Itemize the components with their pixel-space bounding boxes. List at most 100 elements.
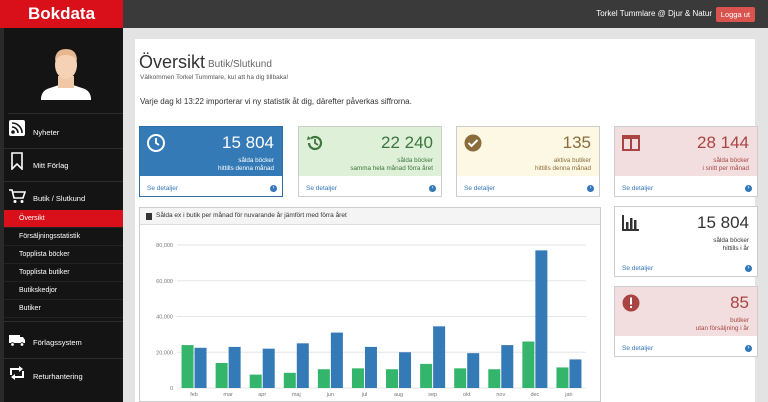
page-subtitle: Butik/Slutkund xyxy=(208,59,272,70)
x-tick-label: jun xyxy=(326,392,334,398)
arrow-right-icon[interactable]: › xyxy=(745,265,752,272)
bar-series-1 xyxy=(556,367,569,388)
card-caption: hittills denna månad xyxy=(217,165,274,172)
bar-series-1 xyxy=(249,374,262,388)
card-value: 135 xyxy=(562,133,591,152)
bar-series-1 xyxy=(317,369,330,388)
arrow-right-icon[interactable]: › xyxy=(587,185,594,192)
subnav-item-topplista-butiker[interactable]: Topplista butiker xyxy=(4,264,123,282)
bar-series-2 xyxy=(194,347,207,388)
arrow-right-icon[interactable]: › xyxy=(745,185,752,192)
sidebar-divider xyxy=(4,358,123,359)
sidebar-divider xyxy=(4,321,123,322)
bar-series-1 xyxy=(386,369,399,388)
user-name: Torkel Tummlare @ Djur & Natur xyxy=(596,9,712,18)
subnav-item-topplista-bocker[interactable]: Topplista böcker xyxy=(4,246,123,264)
x-tick-label: apr xyxy=(258,392,266,398)
exclamation-circle-icon xyxy=(621,293,641,313)
card-value: 28 144 xyxy=(697,133,749,152)
arrow-right-icon[interactable]: › xyxy=(270,185,277,192)
card-caption: sålda böcker xyxy=(713,237,749,244)
card-caption: utan försäljning i år xyxy=(695,325,749,332)
cart-icon xyxy=(8,187,27,205)
x-tick-label: nov xyxy=(496,392,505,398)
bar-series-2 xyxy=(262,348,275,388)
sidebar-divider xyxy=(8,113,127,114)
check-circle-icon xyxy=(463,133,483,153)
history-icon xyxy=(305,133,325,153)
retweet-icon xyxy=(8,364,26,382)
sidebar-item-returhantering[interactable]: Returhantering xyxy=(4,360,123,392)
card-caption: sålda böcker xyxy=(238,157,274,164)
sidebar-item-forlagssystem[interactable]: Förlagssystem xyxy=(4,325,123,357)
subnav-item-butiker[interactable]: Butiker xyxy=(4,300,123,318)
bookmark-icon xyxy=(8,152,26,171)
sidebar-item-nyheter[interactable]: Nyheter xyxy=(4,114,123,148)
stat-card-average-per-month[interactable]: 28 144 sålda böcker i snitt per månad Se… xyxy=(614,126,758,197)
stat-card-sold-this-month[interactable]: 15 804 sålda böcker hittills denna månad… xyxy=(139,126,283,197)
sidebar-divider xyxy=(4,181,123,182)
bar-series-1 xyxy=(215,362,228,388)
bar-series-1 xyxy=(181,345,194,388)
x-tick-label: sep xyxy=(428,392,437,398)
bar-series-1 xyxy=(488,369,501,388)
truck-icon xyxy=(8,331,26,349)
see-details-link[interactable]: Se detaljer xyxy=(622,185,654,192)
x-tick-label: dec xyxy=(530,392,539,398)
brand-logo[interactable]: Bokdata xyxy=(0,0,123,28)
avatar xyxy=(4,28,123,113)
sidebar-item-label: Mitt Förlag xyxy=(33,161,69,170)
bar-series-1 xyxy=(420,363,433,388)
page-title: Översikt xyxy=(139,52,206,72)
bar-series-1 xyxy=(351,368,364,388)
bar-series-1 xyxy=(522,341,535,388)
x-tick-label: mar xyxy=(223,392,233,398)
card-caption: sålda böcker xyxy=(397,157,433,164)
import-note: Varje dag kl 13:22 importerar vi ny stat… xyxy=(140,97,412,106)
subnav-item-butikskedjor[interactable]: Butikskedjor xyxy=(4,282,123,300)
card-header: 28 144 sålda böcker i snitt per månad xyxy=(615,127,757,176)
bar-series-2 xyxy=(296,343,309,388)
x-tick-label: aug xyxy=(394,392,403,398)
sidebar-divider xyxy=(4,148,123,149)
bar-series-2 xyxy=(330,332,343,388)
arrow-right-icon[interactable]: › xyxy=(745,345,752,352)
see-details-link[interactable]: Se detaljer xyxy=(464,185,496,192)
stat-card-stores-without-sales[interactable]: 85 butiker utan försäljning i år Se deta… xyxy=(614,286,758,357)
bar-series-2 xyxy=(399,352,412,388)
card-value: 15 804 xyxy=(697,213,749,232)
subnav-item-oversikt[interactable]: Översikt xyxy=(4,210,123,228)
sales-chart-panel: Sålda ex i butik per månad för nuvarande… xyxy=(139,207,601,402)
card-caption: sålda böcker xyxy=(713,157,749,164)
sidebar-item-mitt-forlag[interactable]: Mitt Förlag xyxy=(4,148,123,180)
see-details-link[interactable]: Se detaljer xyxy=(622,345,654,352)
clock-icon xyxy=(146,133,166,153)
rss-icon xyxy=(8,119,26,137)
see-details-link[interactable]: Se detaljer xyxy=(147,185,179,192)
stat-card-active-stores[interactable]: 135 aktiva butiker hittills denna månad … xyxy=(456,126,600,197)
chart-title: Sålda ex i butik per månad för nuvarande… xyxy=(156,212,347,219)
see-details-link[interactable]: Se detaljer xyxy=(622,265,654,272)
book-icon xyxy=(146,213,152,220)
subnav-item-forsaljningsstatistik[interactable]: Försäljningsstatistik xyxy=(4,228,123,246)
stat-card-sold-this-year[interactable]: 15 804 sålda böcker hittills i år Se det… xyxy=(614,206,758,277)
card-header: 22 240 sålda böcker samma hela månad för… xyxy=(299,127,441,176)
see-details-link[interactable]: Se detaljer xyxy=(306,185,338,192)
card-caption: aktiva butiker xyxy=(553,157,591,164)
card-caption: butiker xyxy=(730,317,749,324)
x-tick-label: okt xyxy=(463,392,471,398)
sidebar-item-label: Returhantering xyxy=(33,372,83,381)
bar-series-2 xyxy=(364,346,377,388)
chart-header: Sålda ex i butik per månad för nuvarande… xyxy=(140,208,600,225)
card-caption: hittills denna månad xyxy=(534,165,591,172)
stat-card-sold-last-year-month[interactable]: 22 240 sålda böcker samma hela månad för… xyxy=(298,126,442,197)
y-tick-label: 0 xyxy=(170,386,173,392)
card-header: 135 aktiva butiker hittills denna månad xyxy=(457,127,599,176)
logout-button[interactable]: Logga ut xyxy=(715,7,755,22)
sidebar-item-butik-slutkund[interactable]: Butik / Slutkund xyxy=(4,182,123,210)
arrow-right-icon[interactable]: › xyxy=(429,185,436,192)
card-caption: samma hela månad förra året xyxy=(350,165,433,172)
x-tick-label: jul xyxy=(361,392,368,398)
card-header: 85 butiker utan försäljning i år xyxy=(615,287,757,336)
bar-series-2 xyxy=(569,359,582,388)
